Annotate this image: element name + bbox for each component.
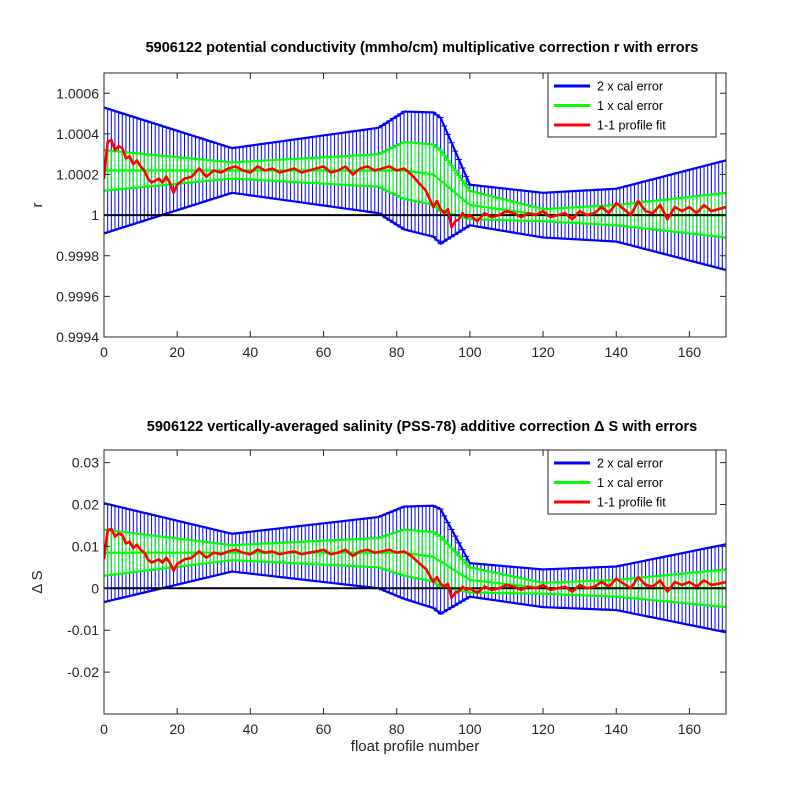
- error-envelope-lower: [104, 570, 726, 634]
- legend-label: 1 x cal error: [597, 476, 663, 490]
- top-plot-area: [104, 106, 726, 272]
- x-tick-label: 80: [389, 344, 405, 360]
- x-tick-label: 140: [605, 344, 629, 360]
- legend-label: 1-1 profile fit: [597, 496, 666, 510]
- bottom-series-profile-fit: [104, 527, 726, 600]
- x-tick-label: 0: [100, 344, 108, 360]
- y-tick-label: 0: [91, 580, 99, 596]
- top-axes-box: [103, 72, 727, 338]
- x-tick-label: 60: [316, 344, 332, 360]
- x-tick-label: 80: [389, 721, 405, 737]
- bottom-chart-panel: 5906122 vertically-averaged salinity (PS…: [29, 419, 727, 755]
- error-envelope-lower: [104, 177, 726, 239]
- y-tick-label: 1.0004: [56, 126, 99, 142]
- bottom-chart-y-axis-label: Δ S: [29, 570, 46, 593]
- x-tick-label: 140: [605, 721, 629, 737]
- x-tick-label: 40: [243, 721, 259, 737]
- x-tick-label: 100: [458, 721, 482, 737]
- top-chart-y-axis-label: r: [29, 203, 46, 208]
- error-envelope-upper: [104, 528, 726, 584]
- x-tick-label: 120: [531, 344, 555, 360]
- top-legend: 2 x cal error 1 x cal error 1-1 profile fi…: [547, 72, 717, 138]
- top-chart-title: 5906122 potential conductivity (mmho/cm)…: [146, 40, 699, 56]
- y-tick-label: 0.01: [72, 538, 99, 554]
- bottom-chart-x-axis-label: float profile number: [351, 738, 479, 755]
- x-tick-label: 0: [100, 721, 108, 737]
- legend-label: 2 x cal error: [597, 457, 663, 471]
- bottom-chart-title: 5906122 vertically-averaged salinity (PS…: [147, 419, 697, 435]
- top-chart-panel: 5906122 potential conductivity (mmho/cm)…: [29, 40, 727, 360]
- error-envelope-upper: [104, 140, 726, 211]
- bottom-plot-area: [104, 502, 726, 634]
- x-tick-label: 60: [316, 721, 332, 737]
- y-tick-label: 0.9998: [56, 248, 99, 264]
- top-series-one-x-cal-error: [104, 140, 726, 239]
- x-tick-label: 20: [169, 721, 185, 737]
- y-tick-label: 0.9994: [56, 329, 99, 345]
- error-envelope-lower: [104, 559, 726, 609]
- x-tick-label: 40: [243, 344, 259, 360]
- error-envelope-upper: [104, 106, 726, 194]
- y-tick-label: -0.02: [67, 664, 99, 680]
- y-tick-label: 0.03: [72, 455, 99, 471]
- y-tick-label: 1.0002: [56, 167, 99, 183]
- legend-label: 1 x cal error: [597, 99, 663, 113]
- top-series-profile-fit: [104, 138, 726, 229]
- x-tick-label: 160: [678, 344, 702, 360]
- error-envelope-lower: [104, 191, 726, 272]
- y-tick-label: 1: [91, 207, 99, 223]
- legend-label: 2 x cal error: [597, 80, 663, 94]
- y-tick-label: -0.01: [67, 622, 99, 638]
- bottom-legend: 2 x cal error 1 x cal error 1-1 profile fi…: [547, 449, 717, 515]
- y-tick-label: 0.9996: [56, 288, 99, 304]
- error-envelope-upper: [104, 502, 726, 571]
- x-tick-label: 120: [531, 721, 555, 737]
- y-tick-label: 0.02: [72, 496, 99, 512]
- x-tick-label: 160: [678, 721, 702, 737]
- bottom-axes-box: [103, 449, 727, 715]
- x-tick-label: 20: [169, 344, 185, 360]
- x-tick-label: 100: [458, 344, 482, 360]
- legend-label: 1-1 profile fit: [597, 119, 666, 133]
- y-tick-label: 1.0006: [56, 85, 99, 101]
